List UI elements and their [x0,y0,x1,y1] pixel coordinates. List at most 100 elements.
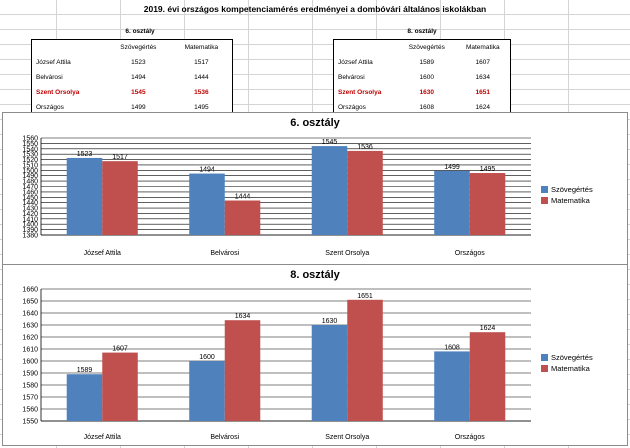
school-name: Szent Orsolya [36,89,80,96]
data-label: 1608 [444,344,460,351]
y-tick-label: 1390 [22,227,38,234]
table-header-row: Szövegértés Matematika [334,40,511,56]
y-tick-label: 1470 [22,184,38,191]
data-label: 1536 [357,144,373,151]
y-tick-label: 1460 [22,189,38,196]
matematika-value: 1651 [475,89,491,96]
table-row-highlighted: Szent Orsolya 1545 1536 [32,85,233,100]
school-name: Országos [36,104,64,111]
bar-szovegertes [189,361,225,421]
matematika-value: 1607 [475,59,491,66]
bar-szovegertes [66,157,103,235]
szovegertes-value: 1600 [419,74,435,81]
table-row: József Attila 1589 1607 [334,55,511,70]
y-tick-label: 1420 [22,211,38,218]
bar-matematika [469,173,506,235]
chart-title: 6. osztály [290,117,340,129]
bar-matematika [102,352,138,421]
y-tick-label: 1580 [22,383,38,390]
y-tick-label: 1560 [22,136,38,143]
chart-title: 8. osztály [290,269,340,281]
legend-swatch [541,186,548,193]
szovegertes-value: 1589 [419,59,435,66]
data-label: 1600 [199,354,215,361]
bar-szovegertes [311,146,348,235]
data-label: 1630 [322,318,338,325]
table-header-cell: Szövegértés [408,44,445,51]
y-tick-label: 1660 [22,287,38,294]
category-label: Szent Orsolya [325,434,369,441]
data-label: 1444 [235,194,251,201]
y-tick-label: 1550 [22,419,38,426]
y-tick-label: 1600 [22,359,38,366]
bar-szovegertes [311,325,348,421]
y-tick-label: 1400 [22,222,38,229]
data-label: 1545 [322,139,338,146]
y-tick-label: 1560 [22,407,38,414]
matematika-value: 1536 [194,89,209,96]
y-tick-label: 1450 [22,195,38,202]
szovegertes-value: 1494 [131,74,146,81]
school-name: József Attila [36,59,71,66]
y-tick-label: 1590 [22,371,38,378]
data-label: 1589 [77,367,93,374]
bar-matematika [102,161,138,235]
y-tick-label: 1490 [22,173,38,180]
table-header-cell: Matematika [184,44,219,51]
table-row: Belvárosi 1494 1444 [32,70,233,85]
matematika-value: 1495 [194,104,209,111]
y-tick-label: 1380 [22,233,38,240]
data-label: 1495 [480,166,496,173]
category-label: Szent Orsolya [325,250,369,257]
szovegertes-value: 1630 [419,89,435,96]
data-label: 1651 [357,293,373,300]
school-name: Belvárosi [338,74,365,81]
category-label: Belvárosi [210,434,239,441]
chart-6-osztaly: 6. osztály 1380 1390 1400 1410 1420 1430 1440 1… [2,112,628,266]
table-8-osztaly: Szövegértés Matematika József Attila 158… [333,39,511,116]
y-tick-label: 1530 [22,152,38,159]
table-row: Országos 1608 1624 [334,100,511,116]
chart-8-osztaly: 8. osztály 1550 1560 1570 1580 1590 1600 1610 1… [2,264,628,446]
school-name: Belvárosi [36,74,63,81]
data-label: 1624 [480,325,496,332]
y-tick-label: 1570 [22,395,38,402]
bar-szovegertes [434,351,470,421]
y-tick-label: 1620 [22,335,38,342]
szovegertes-value: 1499 [131,104,146,111]
chart-8-svg: 1550 1560 1570 1580 1590 1600 1610 1620 1630 1640… [22,287,593,442]
szovegertes-value: 1545 [131,89,146,96]
y-tick-label: 1520 [22,157,38,164]
category-label: Belvárosi [210,250,239,257]
table-row-highlighted: Szent Orsolya 1630 1651 [334,85,511,100]
table-6-osztaly: Szövegértés Matematika József Attila 152… [31,39,233,116]
chart-6-svg: 1380139014001410142014301440145014601470… [22,136,593,258]
table-header-cell [334,40,399,56]
matematika-value: 1634 [475,74,491,81]
table-header-cell: Matematika [465,44,500,51]
category-label: Országos [455,434,485,441]
bar-szovegertes [66,374,103,421]
table-8-caption: 8. osztály [407,28,437,35]
bar-matematika [347,150,383,235]
school-name: Országos [338,104,366,111]
matematika-value: 1444 [194,74,209,81]
y-tick-label: 1510 [22,162,38,169]
legend-label: Matematika [551,196,591,205]
y-tick-label: 1480 [22,179,38,186]
bar-matematika [469,332,506,421]
y-tick-label: 1640 [22,311,38,318]
table-header-row: Szövegértés Matematika [32,40,233,56]
y-tick-label: 1410 [22,216,38,223]
legend-swatch [541,354,548,361]
matematika-value: 1517 [194,59,209,66]
legend-label: Szövegértés [551,185,593,194]
data-label: 1634 [235,313,251,320]
table-row: Belvárosi 1600 1634 [334,70,511,85]
legend-swatch [541,197,548,204]
table-row: Országos 1499 1495 [32,100,233,116]
table-row: József Attila 1523 1517 [32,55,233,70]
y-tick-label: 1440 [22,200,38,207]
szovegertes-value: 1608 [419,104,435,111]
matematika-value: 1624 [475,104,491,111]
